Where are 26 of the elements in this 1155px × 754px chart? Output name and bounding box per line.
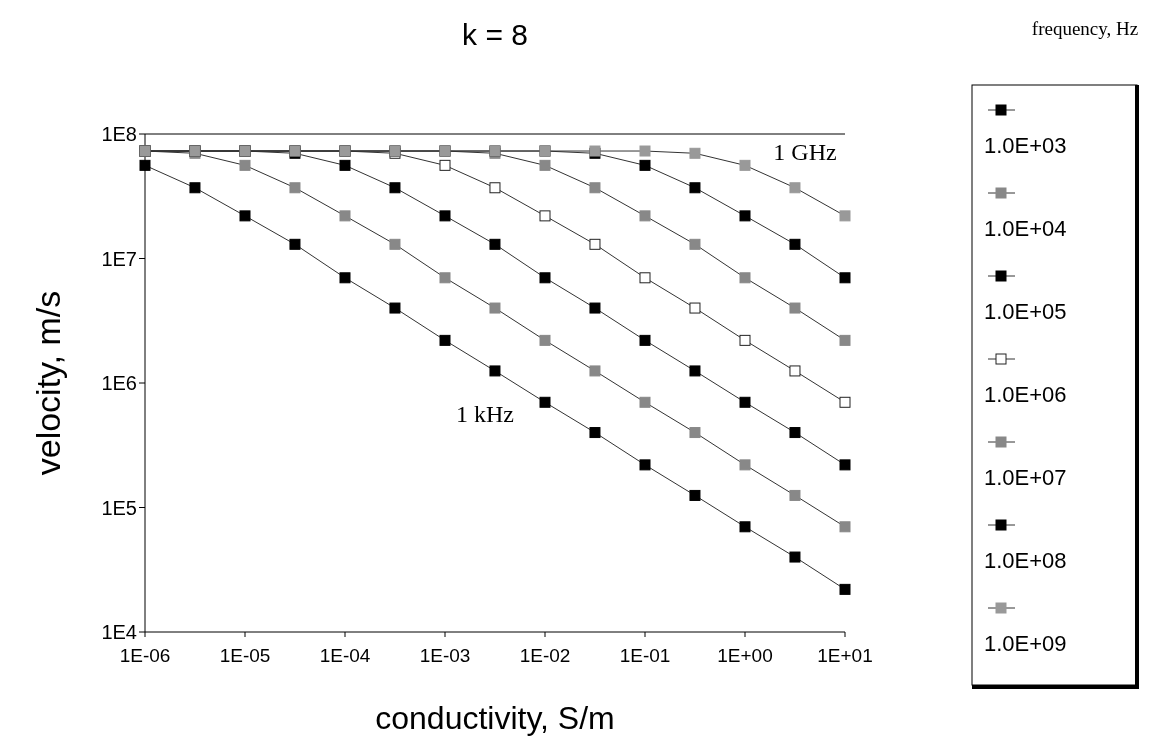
x-tick-label: 1E-03 (419, 645, 471, 666)
legend-label: 1.0E+04 (984, 216, 1067, 241)
y-tick-label: 1E8 (101, 123, 137, 145)
annotation: 1 kHz (456, 401, 514, 428)
legend-label: 1.0E+07 (984, 465, 1067, 490)
annotation: 1 GHz (773, 139, 837, 166)
chart-title: k = 8 (462, 18, 528, 51)
y-tick-label: 1E4 (101, 621, 137, 643)
y-axis-title: velocity, m/s (29, 290, 67, 476)
y-tick-label: 1E6 (101, 372, 137, 394)
y-tick-label: 1E7 (101, 247, 137, 270)
legend-label: 1.0E+06 (984, 382, 1067, 407)
x-tick-label: 1E-01 (619, 645, 671, 666)
legend-label: 1.0E+08 (984, 548, 1067, 573)
x-tick-label: 1E-06 (119, 645, 171, 666)
legend-label: 1.0E+03 (984, 133, 1067, 158)
x-tick-label: 1E-02 (519, 645, 571, 666)
x-tick-label: 1E+00 (717, 645, 773, 666)
legend-label: 1.0E+09 (984, 631, 1067, 656)
legend-title: frequency, Hz (1031, 18, 1139, 39)
x-axis-title: conductivity, S/m (375, 700, 615, 736)
x-tick-label: 1E-05 (219, 645, 271, 666)
legend-label: 1.0E+05 (984, 299, 1067, 324)
y-tick-label: 1E5 (101, 496, 137, 519)
x-tick-label: 1E-04 (319, 645, 371, 666)
x-tick-label: 1E+01 (817, 645, 873, 666)
